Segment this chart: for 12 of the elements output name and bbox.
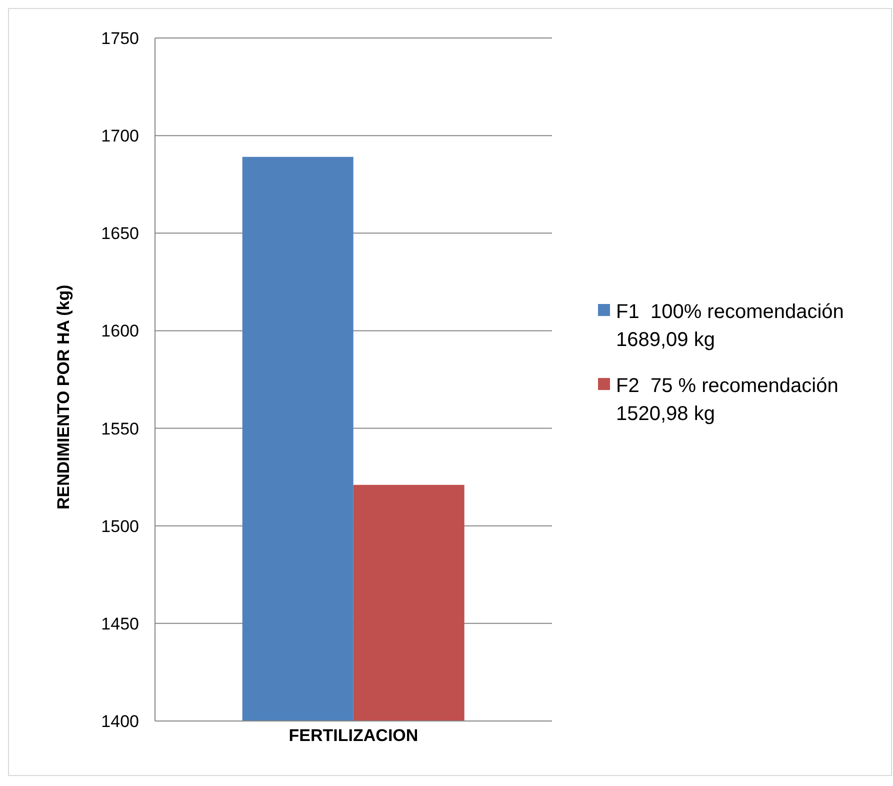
y-tick-label: 1750 [101, 29, 139, 48]
y-tick-label: 1600 [101, 322, 139, 341]
y-tick-label: 1400 [101, 712, 139, 732]
y-tick-label: 1650 [101, 224, 139, 244]
y-tick-label: 1450 [101, 614, 139, 634]
y-tick-label: 1500 [101, 516, 139, 536]
legend-label: F1 100% recomendación 1689,09 kg [616, 300, 845, 353]
y-tick-label: 1550 [101, 419, 139, 438]
y-axis-title: RENDIMIENTO POR HA (kg) [54, 284, 74, 510]
legend-label: F2 75 % recomendación 1520,98 kg [616, 374, 840, 427]
x-tick-label: FERTILIZACION [288, 726, 418, 746]
y-tick-label: 1700 [101, 126, 139, 146]
